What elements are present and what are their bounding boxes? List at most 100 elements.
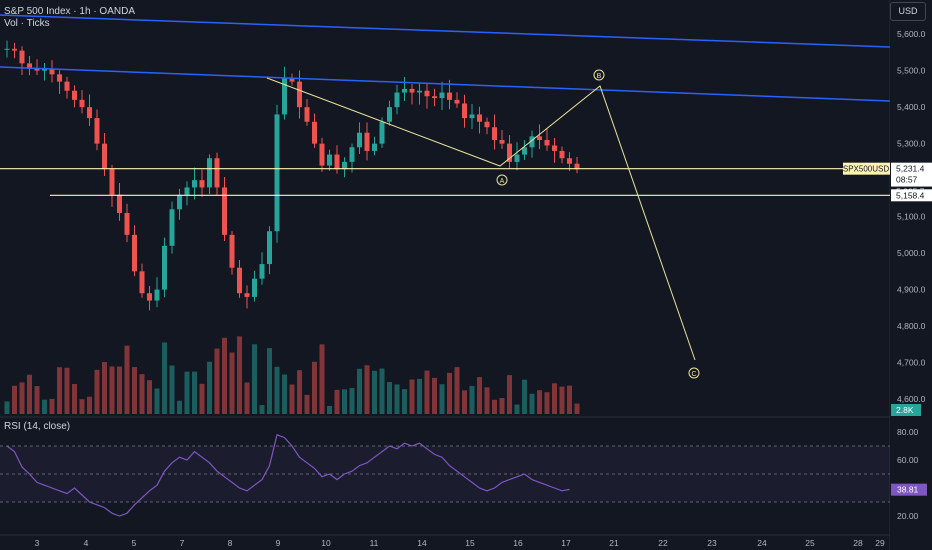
candle-body bbox=[387, 107, 392, 122]
candle-body bbox=[177, 194, 182, 210]
volume-bar bbox=[574, 403, 580, 414]
volume-bar bbox=[184, 371, 190, 414]
axes: 5,600.05,500.05,400.05,300.05,200.05,100… bbox=[35, 0, 932, 550]
volume-bar bbox=[409, 379, 415, 414]
x-tick-label: 4 bbox=[84, 538, 89, 548]
volume-bar bbox=[364, 365, 370, 414]
candle-body bbox=[432, 96, 437, 99]
x-tick-label: 21 bbox=[609, 538, 619, 548]
currency-button[interactable]: USD bbox=[890, 2, 926, 21]
candle-body bbox=[552, 145, 557, 151]
candle-body bbox=[477, 114, 482, 122]
candle-body bbox=[102, 143, 107, 170]
candle-body bbox=[27, 63, 32, 69]
volume-bar bbox=[94, 369, 100, 414]
candle-body bbox=[64, 81, 70, 91]
x-tick-label: 29 bbox=[875, 538, 885, 548]
rsi-label: RSI (14, close) bbox=[4, 421, 71, 432]
candle-body bbox=[364, 132, 370, 151]
volume-bar bbox=[439, 384, 445, 414]
candle-body bbox=[267, 231, 272, 265]
volume-bar bbox=[34, 386, 40, 414]
volume-bar bbox=[477, 377, 482, 414]
rsi-value-label: 38.81 bbox=[897, 485, 919, 495]
volume-bar bbox=[109, 366, 115, 414]
y-tick-label: 5,100.0 bbox=[897, 212, 926, 222]
volume-bar bbox=[394, 384, 400, 414]
volume-bar bbox=[177, 400, 182, 414]
volume-bar bbox=[567, 385, 572, 414]
candle-body bbox=[424, 90, 430, 97]
candle-body bbox=[237, 267, 242, 294]
volume-bar bbox=[447, 372, 452, 414]
volume-bar bbox=[544, 392, 550, 414]
candle-body bbox=[334, 154, 340, 170]
volume-bar bbox=[537, 390, 542, 414]
candle-body bbox=[514, 154, 520, 162]
y-tick-label: 4,600.0 bbox=[897, 394, 926, 404]
volume-bar bbox=[42, 399, 47, 414]
rsi-line bbox=[6, 434, 570, 517]
rsi-tick-label: 60.00 bbox=[897, 455, 919, 465]
candle-body bbox=[312, 121, 317, 144]
volume-bar bbox=[169, 365, 175, 414]
volume-bar bbox=[424, 370, 430, 414]
candle-body bbox=[537, 136, 542, 140]
volume-bar bbox=[484, 387, 490, 414]
x-tick-label: 14 bbox=[417, 538, 427, 548]
candle-body bbox=[379, 121, 385, 144]
volume-bar bbox=[349, 387, 355, 414]
volume-bar bbox=[87, 396, 92, 414]
volume-bar bbox=[342, 389, 347, 414]
volume-bar bbox=[229, 352, 235, 414]
volume-bar bbox=[454, 367, 460, 414]
level-2-label: 5,158.4 bbox=[896, 190, 925, 200]
x-tick-label: 17 bbox=[561, 538, 571, 548]
volume-bar bbox=[139, 374, 145, 414]
volume-bar bbox=[222, 337, 227, 414]
volume-bar bbox=[282, 374, 287, 414]
y-tick-label: 5,400.0 bbox=[897, 102, 926, 112]
volume-bar bbox=[499, 397, 505, 414]
candle-body bbox=[132, 234, 137, 272]
candle-body bbox=[559, 150, 565, 159]
volume-bar bbox=[417, 378, 422, 414]
volume-bar bbox=[559, 386, 565, 414]
x-tick-label: 5 bbox=[132, 538, 137, 548]
wave-label: C bbox=[691, 371, 696, 378]
volume-bar bbox=[334, 389, 340, 414]
candle-body bbox=[222, 187, 227, 235]
volume-bar bbox=[244, 382, 250, 414]
volume-bar bbox=[49, 398, 55, 414]
symbol-tag-bg bbox=[843, 162, 890, 175]
volume-bar bbox=[162, 342, 167, 414]
candle-body bbox=[259, 264, 265, 279]
x-tick-label: 23 bbox=[707, 538, 717, 548]
candle-body bbox=[42, 68, 47, 71]
y-tick-label: 5,500.0 bbox=[897, 66, 926, 76]
symbol-tag: SPX500USD bbox=[843, 165, 889, 174]
wave-path bbox=[266, 77, 696, 361]
candle-body bbox=[214, 158, 220, 188]
candle-body bbox=[297, 81, 302, 108]
volume-bar bbox=[237, 336, 242, 414]
x-tick-label: 15 bbox=[465, 538, 475, 548]
candle-body bbox=[19, 50, 25, 64]
volume-bar bbox=[57, 367, 62, 414]
candle-body bbox=[507, 143, 512, 162]
volume-bar bbox=[304, 394, 310, 414]
candle-body bbox=[192, 180, 197, 188]
volume-bar bbox=[19, 382, 25, 414]
volume-bar bbox=[252, 344, 257, 414]
volume-bar bbox=[199, 383, 205, 414]
candle-body bbox=[34, 68, 40, 71]
candle-body bbox=[57, 74, 62, 82]
volume-bar bbox=[27, 374, 32, 414]
volume-bar bbox=[147, 380, 152, 414]
price-axis-bg bbox=[890, 0, 932, 550]
candle-body bbox=[117, 194, 122, 213]
volume-bar bbox=[529, 393, 535, 414]
volume-bar bbox=[372, 370, 377, 414]
candle-body bbox=[319, 143, 325, 166]
candle-body bbox=[342, 161, 347, 170]
